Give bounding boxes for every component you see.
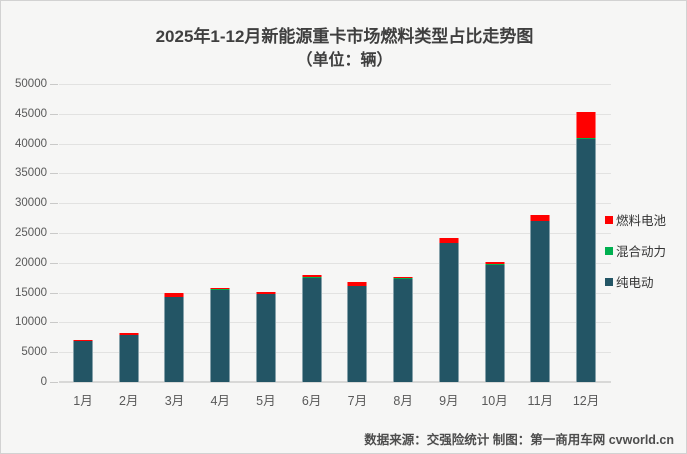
x-axis-label-m3: 3月: [164, 394, 185, 408]
y-axis-tick: [50, 352, 58, 354]
y-axis-label-30000: 30000: [15, 197, 47, 210]
bar-segment-fuel-cell-m12: [576, 112, 597, 138]
chart-source-credit: 数据来源：交强险统计 制图：第一商用车网 cvworld.cn: [364, 433, 674, 447]
bar-segment-pure-electric-m9: [438, 242, 459, 382]
x-axis-baseline: [59, 381, 611, 383]
y-axis-label-35000: 35000: [15, 167, 47, 180]
x-axis-label-m1: 1月: [73, 394, 93, 408]
x-axis-label-m12: 12月: [572, 394, 600, 408]
gridline-30000: [59, 203, 611, 205]
bar-segment-fuel-cell-m10: [484, 261, 505, 264]
x-axis-label-m2: 2月: [118, 394, 139, 408]
legend: 燃料电池混合动力纯电动: [605, 210, 666, 303]
x-axis-label-m7: 7月: [347, 394, 368, 408]
y-axis-label-45000: 45000: [15, 107, 47, 120]
x-axis-label-m4: 4月: [210, 394, 230, 408]
chart-title: 2025年1-12月新能源重卡市场燃料类型占比走势图: [155, 27, 534, 46]
bar-segment-fuel-cell-m8: [393, 276, 414, 278]
y-axis-tick: [50, 292, 58, 294]
y-axis-label-0: 0: [40, 376, 47, 388]
legend-swatch-hybrid: [605, 246, 613, 255]
y-axis-tick: [50, 262, 58, 264]
y-axis-tick: [50, 233, 58, 234]
bar-segment-pure-electric-m1: [73, 341, 93, 382]
legend-label-hybrid: 混合动力: [616, 245, 667, 259]
legend-item-hybrid: 混合动力: [605, 241, 666, 260]
bar-segment-pure-electric-m6: [301, 278, 322, 382]
y-axis-label-40000: 40000: [15, 137, 47, 150]
bar-segment-fuel-cell-m7: [347, 282, 368, 286]
bar-segment-pure-electric-m7: [347, 285, 368, 382]
x-axis-label-m9: 9月: [439, 394, 459, 408]
bar-segment-hybrid-m10: [484, 263, 505, 266]
gridline-50000: [59, 84, 611, 85]
y-axis-tick: [50, 322, 58, 324]
gridline-35000: [59, 173, 611, 175]
bar-segment-fuel-cell-m11: [530, 214, 551, 221]
y-axis-tick: [50, 173, 58, 175]
bar-segment-fuel-cell-m4: [210, 287, 231, 289]
gridline-40000: [59, 143, 611, 145]
legend-item-pure-electric: 纯电动: [605, 272, 666, 291]
x-axis-label-m10: 10月: [481, 394, 508, 408]
gridline-25000: [59, 233, 611, 234]
y-axis-label-10000: 10000: [15, 316, 47, 329]
y-axis-label-5000: 5000: [21, 346, 47, 359]
x-axis-label-m5: 5月: [256, 394, 276, 408]
y-axis-label-20000: 20000: [15, 256, 47, 269]
gridline-5000: [59, 352, 611, 354]
bar-segment-fuel-cell-m9: [438, 238, 459, 243]
legend-swatch-pure-electric: [605, 277, 613, 286]
bar-segment-fuel-cell-m3: [164, 292, 185, 298]
bar-segment-fuel-cell-m6: [301, 275, 322, 278]
bar-segment-pure-electric-m11: [530, 220, 551, 382]
bar-segment-hybrid-m4: [210, 288, 231, 290]
x-axis-label-m6: 6月: [301, 394, 322, 408]
bar-segment-pure-electric-m8: [393, 278, 414, 382]
y-axis-tick: [50, 203, 58, 205]
bar-segment-fuel-cell-m2: [118, 333, 139, 335]
y-axis-label-50000: 50000: [15, 78, 47, 90]
y-axis-tick: [50, 382, 58, 383]
bar-segment-pure-electric-m12: [576, 139, 597, 382]
y-axis-tick: [50, 143, 58, 145]
gridline-15000: [59, 292, 611, 294]
bar-segment-fuel-cell-m1: [73, 339, 93, 342]
gridline-45000: [59, 113, 611, 115]
legend-label-pure-electric: 纯电动: [616, 276, 654, 290]
bar-segment-pure-electric-m2: [118, 334, 139, 382]
y-axis-tick: [50, 113, 58, 115]
bar-segment-pure-electric-m10: [484, 265, 505, 382]
plot-area: [59, 84, 611, 383]
x-axis-label-m8: 8月: [393, 394, 413, 408]
bar-segment-pure-electric-m4: [210, 289, 231, 382]
bar-segment-hybrid-m6: [301, 277, 322, 278]
chart-subtitle: （单位：辆）: [296, 52, 393, 69]
y-axis-label-15000: 15000: [15, 286, 47, 299]
bar-segment-pure-electric-m5: [255, 293, 276, 382]
legend-swatch-fuel-cell: [605, 215, 613, 224]
legend-label-fuel-cell: 燃料电池: [616, 214, 667, 228]
y-axis-label-25000: 25000: [15, 227, 47, 239]
bar-segment-pure-electric-m3: [164, 297, 185, 382]
gridline-10000: [59, 322, 611, 324]
legend-item-fuel-cell: 燃料电池: [605, 210, 666, 229]
bar-segment-hybrid-m8: [393, 277, 414, 279]
bar-segment-fuel-cell-m5: [255, 292, 276, 294]
bar-segment-hybrid-m12: [576, 137, 597, 140]
gridline-20000: [59, 262, 611, 264]
x-axis-label-m11: 11月: [527, 394, 554, 408]
y-axis-tick: [50, 84, 58, 85]
